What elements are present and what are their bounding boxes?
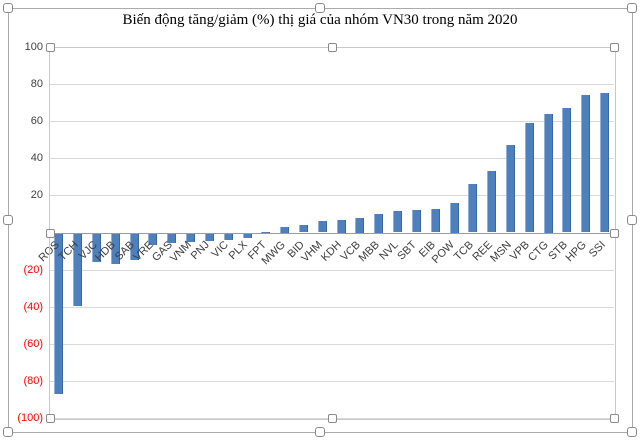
bar-nvl[interactable] xyxy=(393,211,402,232)
y-axis-tick-label: (100) xyxy=(17,412,43,424)
y-axis-tick-label: 20 xyxy=(30,189,43,201)
plot-selection-handle[interactable] xyxy=(328,43,337,52)
bar-vhm[interactable] xyxy=(318,221,327,232)
chart-selection-handle[interactable] xyxy=(627,3,637,13)
y-axis-tick-label: 80 xyxy=(30,78,43,90)
gridline xyxy=(50,270,614,271)
chart-title: Biến động tăng/giảm (%) thị giá của nhóm… xyxy=(122,12,518,28)
plot-selection-handle[interactable] xyxy=(610,43,619,52)
plot-selection-handle[interactable] xyxy=(328,414,337,423)
gridline xyxy=(50,381,614,382)
chart-selection-handle[interactable] xyxy=(315,3,325,13)
bar-sbt[interactable] xyxy=(412,210,421,232)
bar-sab[interactable] xyxy=(130,234,139,260)
y-axis-tick-label: (20) xyxy=(23,264,43,276)
y-axis-tick-label: 100 xyxy=(24,41,43,53)
chart-selection-handle[interactable] xyxy=(627,215,637,225)
bar-stb[interactable] xyxy=(562,108,571,232)
bar-eib[interactable] xyxy=(431,209,440,232)
bar-pow[interactable] xyxy=(450,203,459,233)
y-axis-tick-label: (40) xyxy=(23,301,43,313)
bar-vcb[interactable] xyxy=(355,218,364,233)
chart-selection-handle[interactable] xyxy=(3,427,13,437)
chart-selection-handle[interactable] xyxy=(315,427,325,437)
y-axis-tick-label: (60) xyxy=(23,338,43,350)
bar-vjc[interactable] xyxy=(92,234,101,262)
bar-hdb[interactable] xyxy=(111,234,120,264)
bar-plx[interactable] xyxy=(243,234,252,238)
plot-selection-handle[interactable] xyxy=(610,229,619,238)
bar-ctg[interactable] xyxy=(544,114,553,233)
bar-fpt[interactable] xyxy=(261,232,270,233)
bar-mbb[interactable] xyxy=(374,214,383,233)
gridline xyxy=(50,195,614,196)
bar-tch[interactable] xyxy=(73,234,82,306)
gridline xyxy=(50,84,614,85)
bar-pnj[interactable] xyxy=(205,234,214,241)
plot-selection-handle[interactable] xyxy=(46,43,55,52)
chart-selection-handle[interactable] xyxy=(3,3,13,13)
bar-kdh[interactable] xyxy=(337,220,346,233)
bar-vic[interactable] xyxy=(224,234,233,240)
zero-axis-line xyxy=(50,233,614,234)
chart-selection-handle[interactable] xyxy=(3,215,13,225)
bar-vpb[interactable] xyxy=(525,123,534,232)
bar-vnm[interactable] xyxy=(186,234,195,242)
plot-selection-handle[interactable] xyxy=(46,229,55,238)
bar-hpg[interactable] xyxy=(581,95,590,232)
gridline xyxy=(50,307,614,308)
gridline xyxy=(50,121,614,122)
bar-mwg[interactable] xyxy=(280,227,289,233)
bar-gas[interactable] xyxy=(167,234,176,243)
gridline xyxy=(50,158,614,159)
bar-ssi[interactable] xyxy=(600,93,609,232)
chart-selection-handle[interactable] xyxy=(627,427,637,437)
plot-area[interactable] xyxy=(49,47,616,420)
bar-vre[interactable] xyxy=(148,234,157,245)
y-axis-tick-label: (80) xyxy=(23,375,43,387)
bar-bid[interactable] xyxy=(299,225,308,232)
y-axis-tick-label: 40 xyxy=(30,152,43,164)
gridline xyxy=(50,344,614,345)
bar-ree[interactable] xyxy=(487,171,496,232)
y-axis-tick-label: 60 xyxy=(30,115,43,127)
bar-tcb[interactable] xyxy=(468,184,477,232)
plot-selection-handle[interactable] xyxy=(46,414,55,423)
bar-msn[interactable] xyxy=(506,145,515,232)
plot-selection-handle[interactable] xyxy=(610,414,619,423)
bar-ros[interactable] xyxy=(54,234,63,394)
